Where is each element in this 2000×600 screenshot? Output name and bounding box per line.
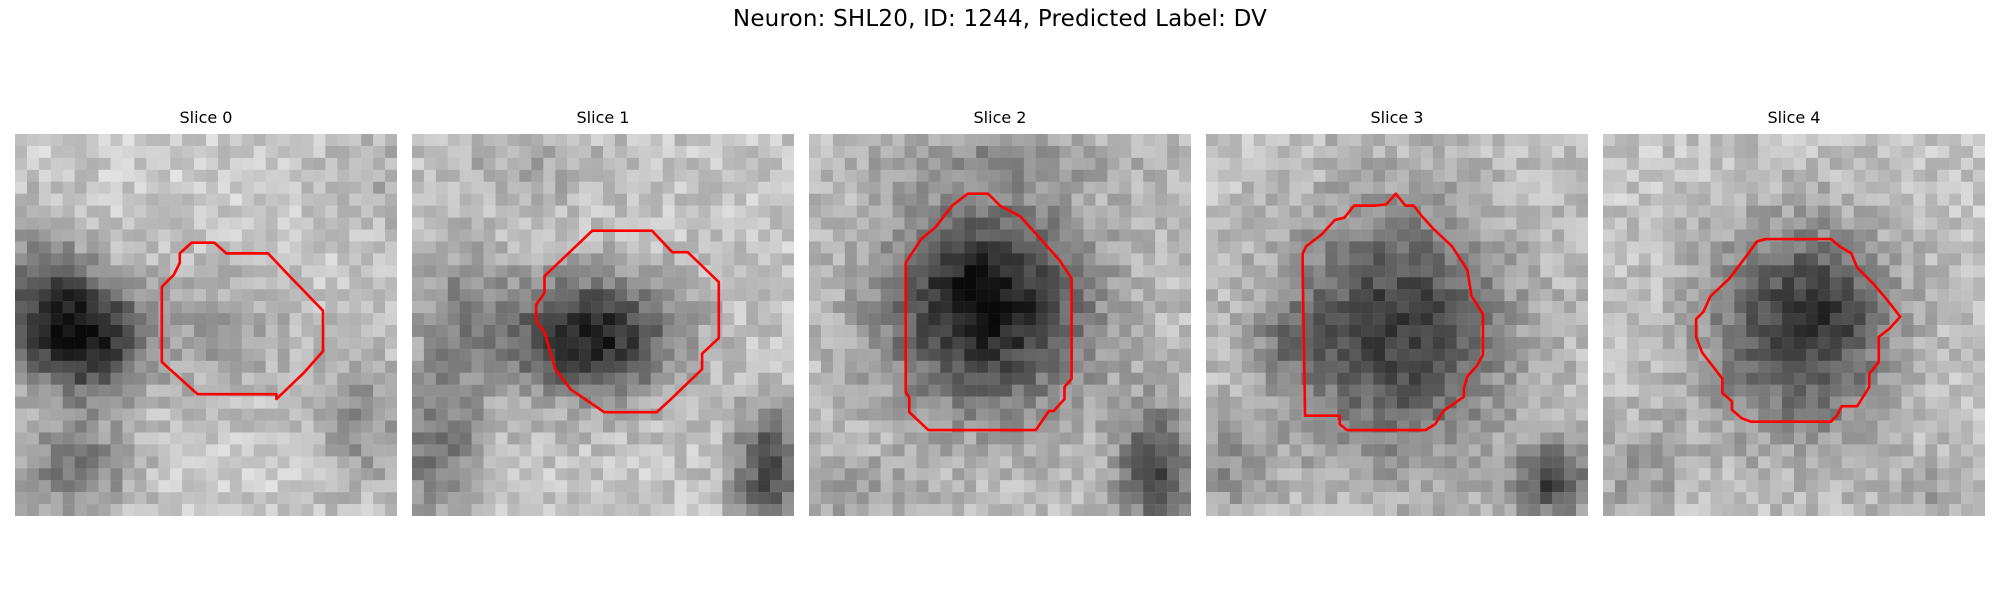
slice-title-0: Slice 0 [179, 108, 233, 127]
segmentation-contour-4 [1694, 237, 1902, 424]
slice-title-2: Slice 2 [973, 108, 1027, 127]
slice-title-4: Slice 4 [1767, 108, 1821, 127]
slice-title-3: Slice 3 [1370, 108, 1424, 127]
slice-image-4 [1603, 134, 1985, 516]
slice-image-0 [15, 134, 397, 516]
segmentation-contour-3 [1301, 192, 1485, 432]
slice-image-2 [809, 134, 1191, 516]
segmentation-contour-0 [160, 241, 325, 401]
slice-image-3 [1206, 134, 1588, 516]
segmentation-contour-2 [904, 192, 1073, 432]
segmentation-contour-1 [534, 229, 721, 414]
slice-title-1: Slice 1 [576, 108, 630, 127]
figure-title: Neuron: SHL20, ID: 1244, Predicted Label… [732, 6, 1268, 32]
slice-image-1 [412, 134, 794, 516]
